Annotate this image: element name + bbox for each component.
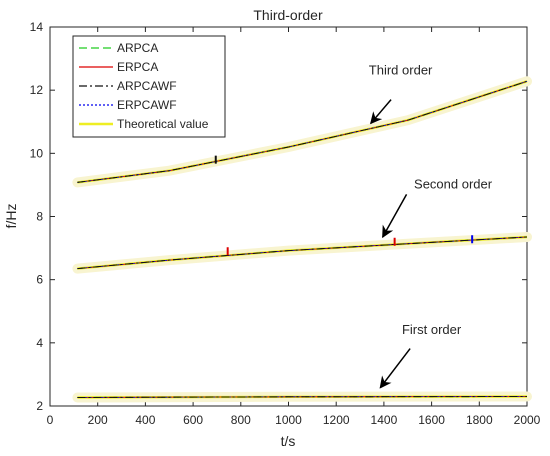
chart-title: Third-order xyxy=(253,7,323,23)
legend-label: ERPCAWF xyxy=(117,98,177,112)
annotation-arrow xyxy=(379,348,411,389)
x-tick-label: 2000 xyxy=(514,413,541,427)
y-tick-label: 10 xyxy=(30,146,44,160)
legend-label: ARPCA xyxy=(117,41,158,55)
x-tick-label: 1200 xyxy=(323,413,350,427)
x-tick-label: 1600 xyxy=(418,413,445,427)
x-tick-label: 400 xyxy=(135,413,155,427)
y-tick-label: 8 xyxy=(36,210,43,224)
annotation-label: First order xyxy=(402,322,462,337)
series-erpcawf-line xyxy=(77,236,528,269)
x-tick-label: 1800 xyxy=(466,413,493,427)
series-arpcawf-line xyxy=(77,236,528,270)
annotation-layer: Third order Second order First order xyxy=(369,62,493,389)
x-axis: 0 200 400 600 800 1000 1200 1400 1600 1800 2000 xyxy=(47,27,541,427)
x-tick-label: 1000 xyxy=(275,413,302,427)
y-tick-label: 4 xyxy=(36,336,43,350)
series-layer xyxy=(72,76,532,403)
y-axis: 2 4 6 8 10 12 14 xyxy=(30,20,527,413)
x-tick-label: 600 xyxy=(183,413,203,427)
curve-third-order xyxy=(72,76,532,188)
x-tick-label: 200 xyxy=(88,413,108,427)
x-tick-label: 800 xyxy=(231,413,251,427)
legend: ARPCA ERPCA ARPCAWF ERPCAWF Theoretical valu… xyxy=(72,35,226,138)
x-tick-label: 1400 xyxy=(371,413,398,427)
x-tick-label: 0 xyxy=(47,413,54,427)
annotation-label: Second order xyxy=(414,177,493,192)
y-tick-label: 14 xyxy=(30,20,44,34)
series-erpcawf-line xyxy=(77,80,528,183)
legend-label: ARPCAWF xyxy=(117,79,177,93)
y-axis-label: f/Hz xyxy=(3,204,19,229)
series-arpcawf-line xyxy=(77,396,528,398)
x-axis-label: t/s xyxy=(281,433,296,449)
curve-second-order xyxy=(72,232,532,274)
legend-label: Theoretical value xyxy=(117,117,209,131)
annotation-label: Third order xyxy=(369,62,433,77)
y-tick-label: 2 xyxy=(36,399,43,413)
annotation-arrow xyxy=(370,99,392,125)
series-arpcawf-line xyxy=(77,80,528,183)
y-tick-label: 6 xyxy=(36,273,43,287)
legend-label: ERPCA xyxy=(117,60,158,74)
y-tick-label: 12 xyxy=(30,83,44,97)
annotation-arrow xyxy=(382,194,408,239)
curve-first-order xyxy=(72,391,532,403)
